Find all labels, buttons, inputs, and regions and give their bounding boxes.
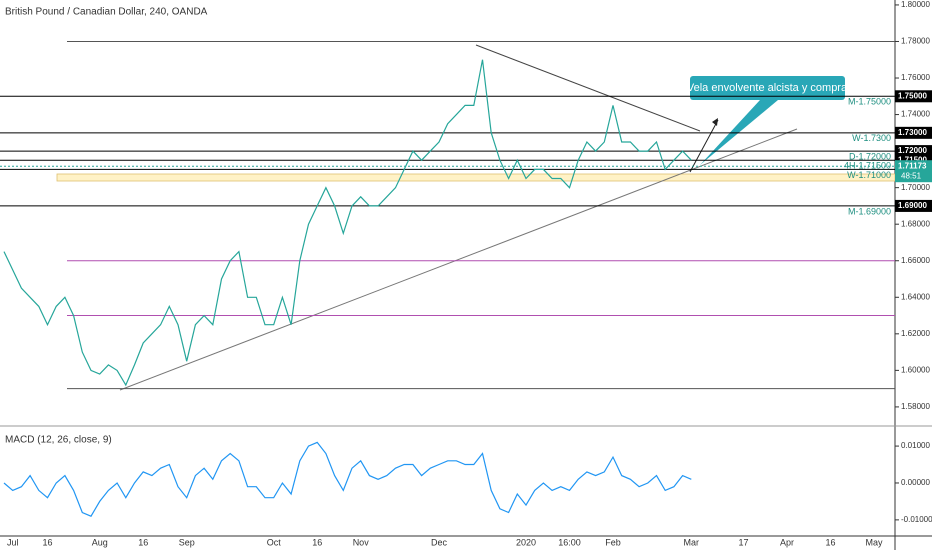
current-price-box [895,160,932,183]
price-label-box [895,199,932,212]
macd-title: MACD (12, 26, close, 9) [5,435,112,446]
level-label: W-1.71000 [847,170,891,180]
x-tick-label: Mar [684,537,700,547]
x-tick-label: 17 [738,537,748,547]
level-label: M-1.69000 [848,206,891,216]
zone [56,173,896,182]
callout [690,76,845,100]
y-tick-label: 1.74000 [901,110,930,119]
price-label: 1.75000 [898,91,927,100]
x-tick-label: Nov [353,537,370,547]
y-tick-label: 1.80000 [901,0,930,9]
x-tick-label: 16 [42,537,52,547]
annotation: Vela envolvente alcista y compra [687,82,848,94]
x-tick-label: 16 [312,537,322,547]
level-label: W-1.7300 [852,133,891,143]
x-tick-label: Dec [431,537,448,547]
price-label-box [895,126,932,139]
x-tick-label: Aug [92,537,108,547]
price-label: 1.72000 [898,146,927,155]
y-tick-label: 0.00000 [901,478,930,487]
y-tick-label: 1.62000 [901,329,930,338]
series-line [3,441,692,517]
x-tick-label: May [865,537,883,547]
y-tick-label: 1.66000 [901,256,930,265]
y-tick-label: 1.60000 [901,365,930,374]
series-line [3,59,692,387]
level-label: D-1.72000 [849,151,891,161]
arrow-head [712,118,718,126]
y-tick-label: 1.70000 [901,183,930,192]
y-tick-label: 1.58000 [901,402,930,411]
trend-line [119,128,798,391]
x-tick-label: Sep [179,537,195,547]
x-tick-label: 16 [138,537,148,547]
y-tick-label: 1.78000 [901,37,930,46]
y-tick-label: 0.01000 [901,441,930,450]
level-label: M-1.75000 [848,97,891,107]
price-label-box [895,145,932,158]
y-tick-label: 1.68000 [901,219,930,228]
x-tick-label: 16 [825,537,835,547]
current-price-label: 1.71173 [898,161,927,170]
arrow [689,119,719,173]
price-label-box [895,90,932,103]
x-tick-label: Feb [605,537,621,547]
y-tick-label: -0.01000 [901,515,932,524]
price-label: 1.69000 [898,201,927,210]
countdown: 48:51 [901,171,922,180]
x-tick-label: Oct [267,537,282,547]
chart-title: British Pound / Canadian Dollar, 240, OA… [5,7,208,18]
x-tick-label: Jul [7,537,19,547]
price-label: 1.71500 [898,155,927,164]
y-tick-label: 1.76000 [901,73,930,82]
x-tick-label: 16:00 [558,537,581,547]
price-label: 1.73000 [898,128,927,137]
trend-line [475,44,701,132]
x-tick-label: 2020 [516,537,536,547]
x-tick-label: Apr [780,537,794,547]
level-label: 4H-1.71500 [844,161,891,171]
y-tick-label: 1.64000 [901,292,930,301]
